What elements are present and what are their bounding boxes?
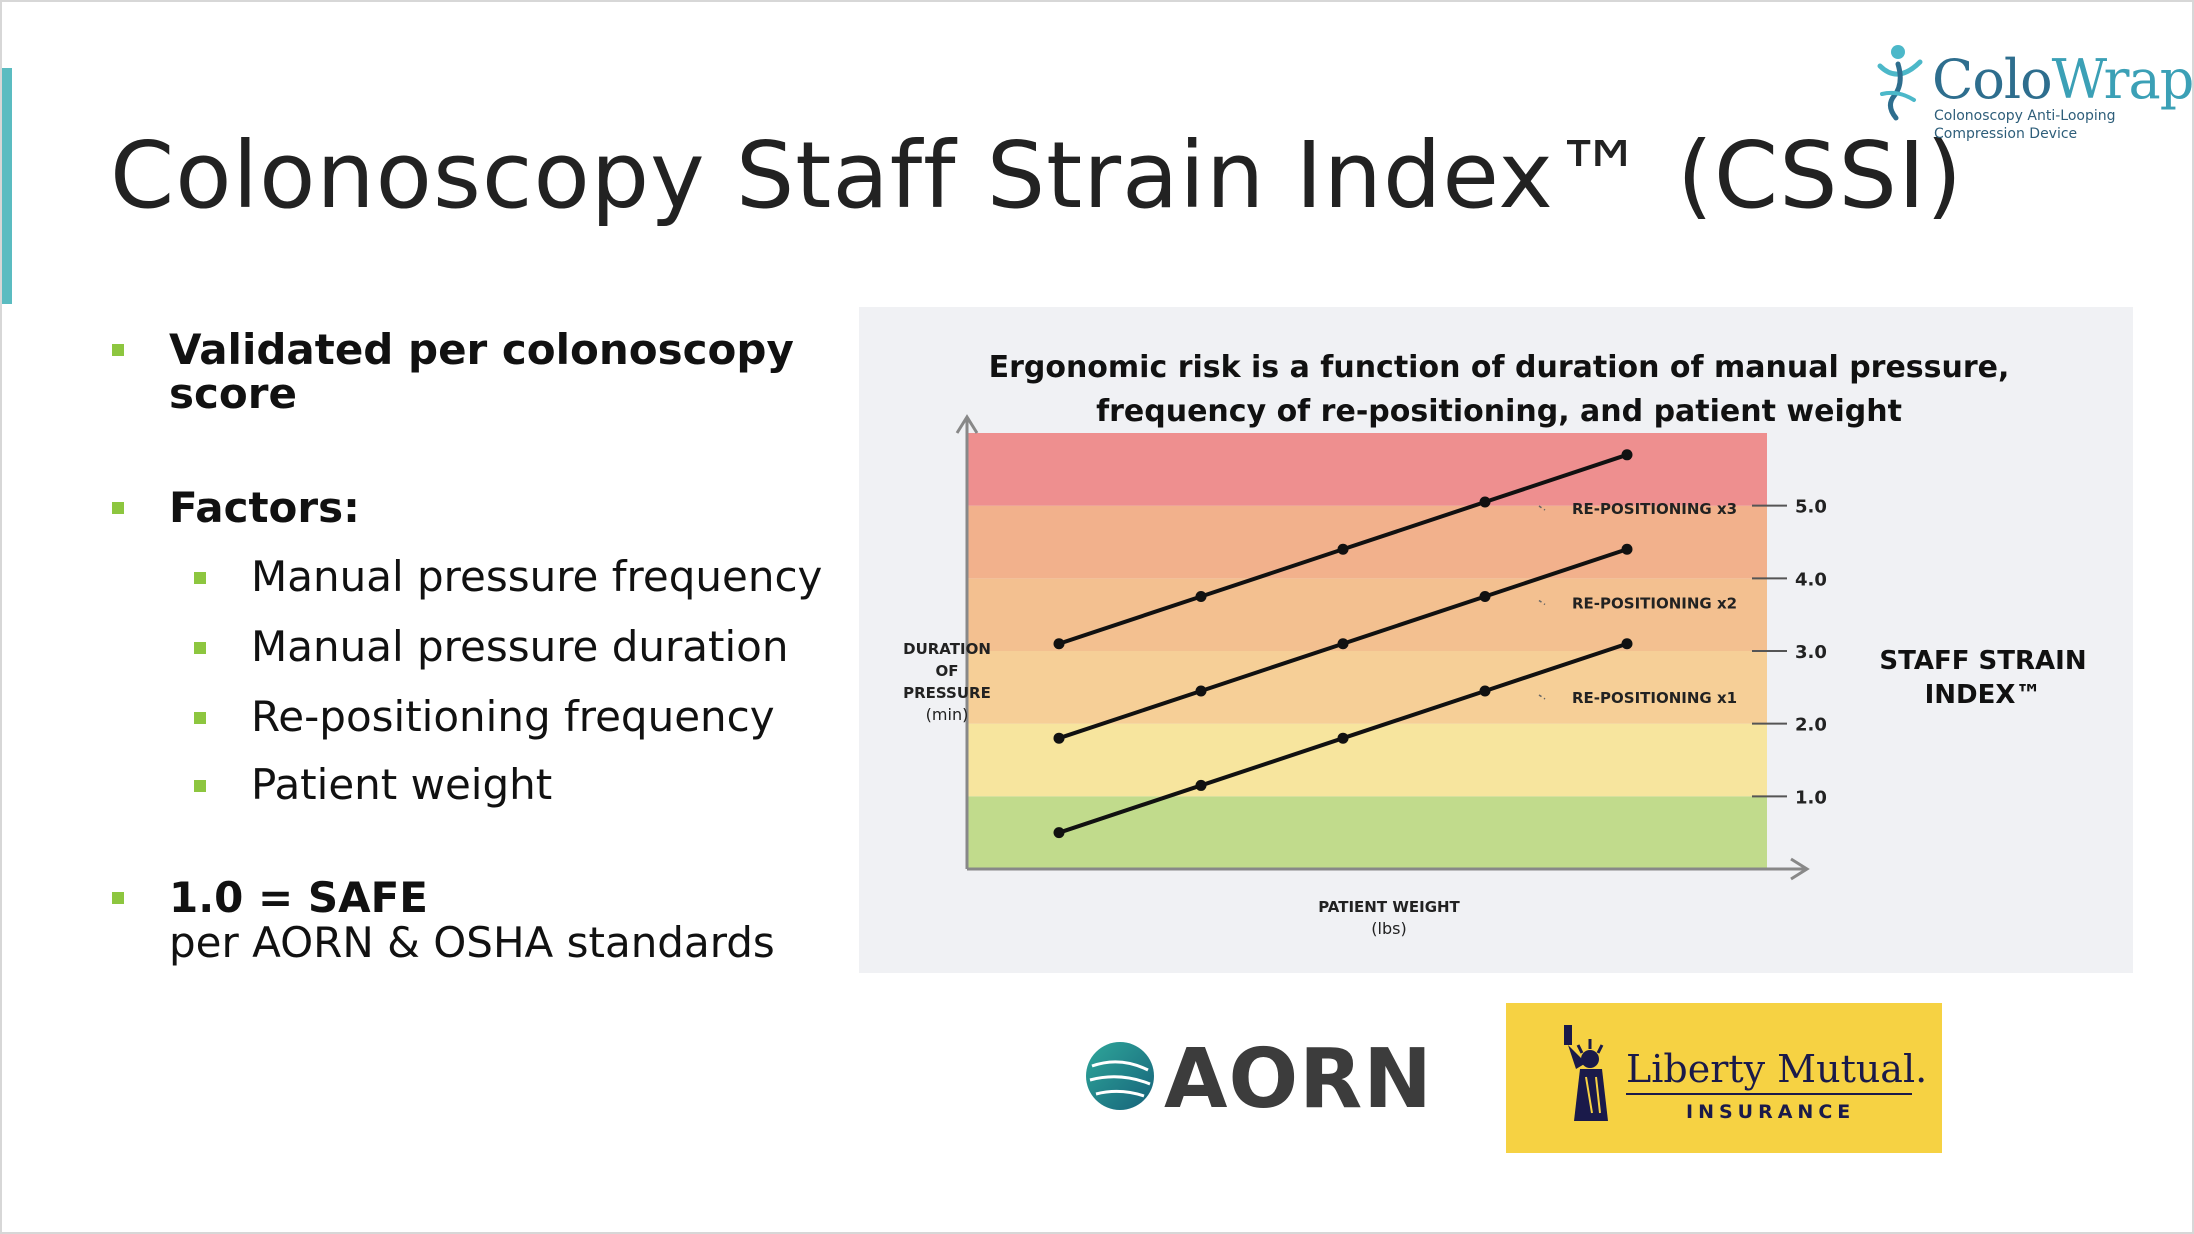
liberty-divider: [1626, 1093, 1912, 1095]
data-point: [1195, 779, 1207, 791]
data-point: [1337, 543, 1349, 555]
data-point: [1195, 591, 1207, 602]
bullet-marker: [112, 892, 124, 904]
bullet-marker: [112, 344, 124, 356]
right-label-line: INDEX™: [1925, 680, 2042, 710]
series-leader-line: [1538, 599, 1546, 606]
data-point: [1479, 685, 1491, 697]
data-point: [1195, 685, 1207, 697]
colowrap-name-part2: Wrap: [2051, 48, 2194, 111]
factor-item: Re-positioning frequency: [251, 692, 775, 741]
aorn-logo: AORN: [1082, 1032, 1432, 1127]
bullet-validated-line2: score: [169, 369, 297, 418]
right-label-line: STAFF STRAIN: [1879, 646, 2086, 676]
colowrap-tagline-1: Colonoscopy Anti-Looping: [1934, 108, 2116, 124]
factor-item: Manual pressure duration: [251, 622, 789, 671]
data-point: [1621, 543, 1633, 555]
y-axis-arrow: [955, 414, 979, 434]
data-point: [1479, 591, 1491, 602]
statue-of-liberty-icon: [1564, 1025, 1608, 1121]
y-axis-label-line: DURATION: [903, 640, 991, 658]
series-leader-line: [1538, 505, 1546, 511]
risk-band: [967, 796, 1767, 869]
sub-bullet-marker: [194, 780, 206, 792]
colowrap-logo: ColoWrap Colonoscopy Anti-Looping Compre…: [1874, 40, 2194, 150]
data-point: [1053, 732, 1065, 744]
index-tick-label: 5.0: [1795, 497, 1827, 518]
chart-title-line1: Ergonomic risk is a function of duration…: [989, 350, 2010, 385]
colowrap-wordmark: ColoWrap: [1932, 48, 2194, 111]
data-point: [1053, 827, 1065, 839]
series-leader-line: [1538, 694, 1546, 700]
series-label: RE-POSITIONING x2: [1572, 595, 1737, 613]
y-axis-label-line: PRESSURE: [903, 684, 991, 702]
index-tick-label: 1.0: [1795, 787, 1827, 808]
index-tick-label: 4.0: [1795, 569, 1827, 590]
risk-band: [967, 433, 1767, 506]
series-label: RE-POSITIONING x1: [1572, 689, 1737, 707]
risk-band: [967, 578, 1767, 651]
colowrap-figure-icon: [1877, 45, 1923, 121]
bullet-factors-label: Factors:: [169, 483, 360, 532]
risk-band: [967, 723, 1767, 797]
data-point: [1337, 732, 1349, 744]
risk-band: [967, 651, 1767, 724]
data-point: [1479, 496, 1491, 508]
factor-item: Patient weight: [251, 760, 553, 809]
data-point: [1621, 449, 1633, 461]
chart-panel: 1.0 2.0 3.0 4.0 5.0 RE-POSITIONING x1 RE-POSI…: [859, 307, 2133, 973]
factor-item: Manual pressure frequency: [251, 552, 823, 601]
colowrap-name-part1: Colo: [1932, 48, 2053, 111]
series-label: RE-POSITIONING x3: [1572, 500, 1737, 518]
colowrap-tagline-2: Compression Device: [1934, 126, 2078, 142]
data-point: [1337, 638, 1349, 650]
bullet-marker: [112, 502, 124, 514]
data-point: [1053, 638, 1065, 650]
accent-bar: [2, 68, 12, 304]
liberty-mutual-subtitle: INSURANCE: [1686, 1101, 1856, 1123]
strain-index-chart: 1.0 2.0 3.0 4.0 5.0 RE-POSITIONING x1 RE-POSI…: [903, 350, 2086, 938]
bullet-safe-label: 1.0 = SAFE: [169, 873, 428, 922]
aorn-emblem-icon: [1086, 1042, 1154, 1110]
x-axis-label-line: PATIENT WEIGHT: [1318, 898, 1460, 916]
y-axis-label-line: OF: [936, 662, 959, 680]
sub-bullet-marker: [194, 712, 206, 724]
liberty-mutual-wordmark: Liberty Mutual.: [1626, 1047, 1928, 1091]
sub-bullet-marker: [194, 572, 206, 584]
data-point: [1621, 638, 1633, 650]
bullet-validated-line1: Validated per colonoscopy: [169, 325, 794, 374]
index-tick-label: 3.0: [1795, 642, 1827, 663]
chart-title-line2: frequency of re-positioning, and patient…: [1096, 394, 1902, 429]
y-axis-label-line: (min): [926, 705, 969, 724]
liberty-mutual-logo: Liberty Mutual. INSURANCE: [1506, 1003, 1942, 1153]
bullet-safe-sub: per AORN & OSHA standards: [169, 918, 775, 967]
index-tick-label: 2.0: [1795, 715, 1827, 736]
x-axis-arrow: [1790, 857, 1810, 881]
aorn-wordmark: AORN: [1164, 1032, 1433, 1127]
slide-title: Colonoscopy Staff Strain Index™ (CSSI): [110, 122, 1963, 229]
sub-bullet-marker: [194, 642, 206, 654]
x-axis-label-line: (lbs): [1371, 919, 1406, 938]
